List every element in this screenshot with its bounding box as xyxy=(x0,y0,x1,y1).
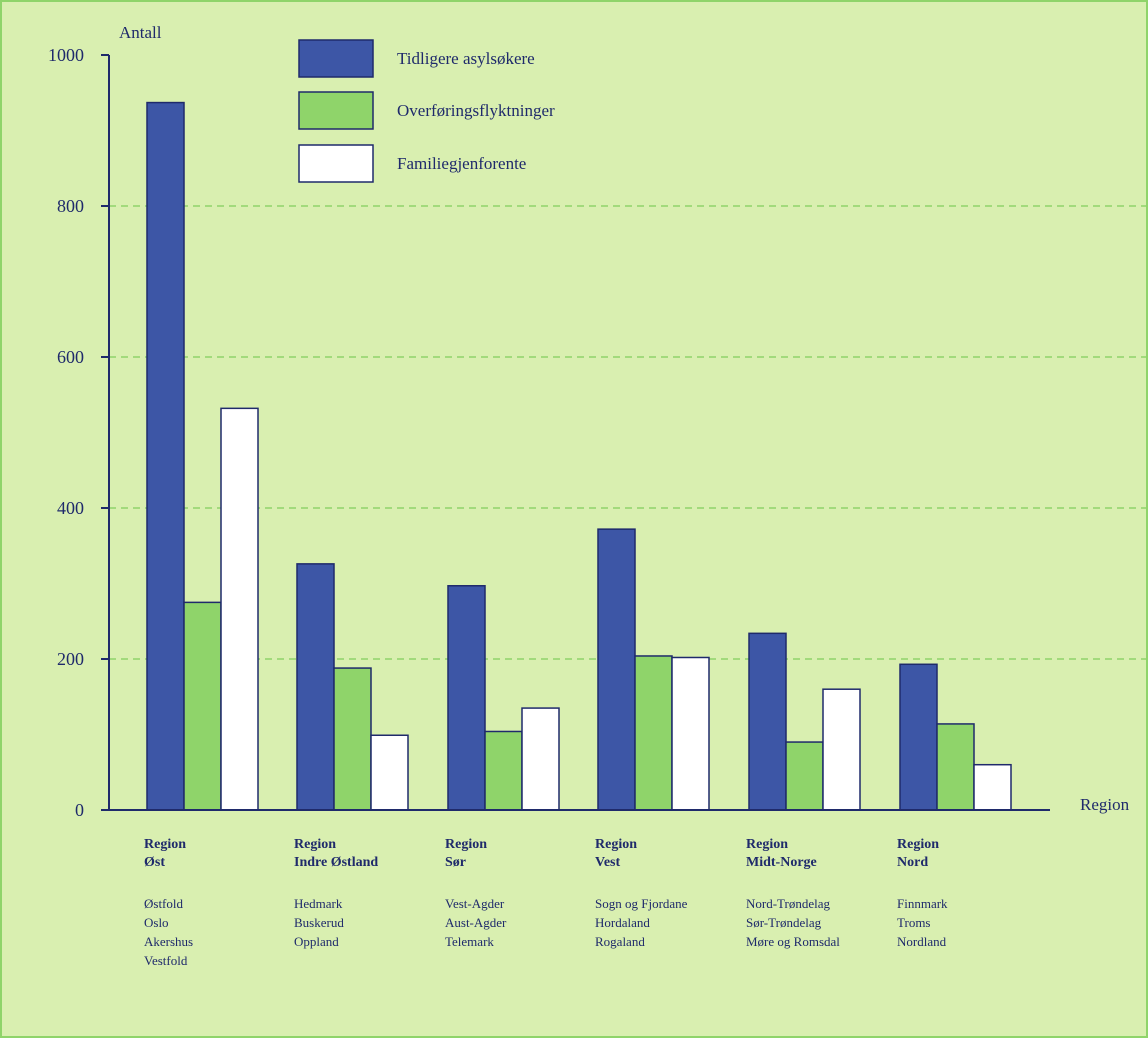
legend-swatch-3 xyxy=(298,144,374,183)
legend: Tidligere asylsøkere Overføringsflyktning… xyxy=(298,39,555,183)
county-label-3-2: Aust-Agder xyxy=(445,915,507,930)
county-label-5-1: Nord-Trøndelag xyxy=(746,896,831,911)
category-labels: Region Øst Østfold Oslo Akershus Vestfold Regi… xyxy=(144,837,948,968)
region-name-6-line-1: Region xyxy=(897,837,939,852)
legend-label-3: Familiegjenforente xyxy=(397,154,526,173)
bar-2-5 xyxy=(785,741,824,811)
bar-1-5 xyxy=(748,632,787,811)
bar-3-3 xyxy=(521,707,560,811)
x-axis-title: Region xyxy=(1080,795,1130,814)
bar-3-4 xyxy=(671,656,710,811)
county-label-1-1: Østfold xyxy=(144,896,184,911)
county-label-2-2: Buskerud xyxy=(294,915,344,930)
county-label-5-2: Sør-Trøndelag xyxy=(746,915,822,930)
legend-swatch-1 xyxy=(298,39,374,78)
region-name-4-line-2: Vest xyxy=(595,855,620,870)
bar-3-6 xyxy=(973,763,1012,811)
county-label-5-3: Møre og Romsdal xyxy=(746,934,840,949)
region-name-1-line-2: Øst xyxy=(144,855,165,870)
county-label-1-3: Akershus xyxy=(144,934,193,949)
bar-3-5 xyxy=(822,688,861,811)
county-label-1-4: Vestfold xyxy=(144,953,188,968)
county-label-4-3: Rogaland xyxy=(595,934,645,949)
legend-label-1: Tidligere asylsøkere xyxy=(397,49,535,68)
region-name-3-line-1: Region xyxy=(445,837,487,852)
y-tick-labels: 0 200 400 600 800 1000 xyxy=(48,45,109,820)
bar-1-3 xyxy=(447,585,486,811)
bar-1-2 xyxy=(296,563,335,811)
county-label-6-1: Finnmark xyxy=(897,896,948,911)
region-name-2-line-1: Region xyxy=(294,837,336,852)
y-tick-label-200: 200 xyxy=(57,649,84,669)
county-label-6-2: Troms xyxy=(897,915,930,930)
county-label-4-1: Sogn og Fjordane xyxy=(595,896,688,911)
y-axis-title: Antall xyxy=(119,23,162,42)
y-tick-label-800: 800 xyxy=(57,196,84,216)
county-label-4-2: Hordaland xyxy=(595,915,650,930)
region-name-5-line-2: Midt-Norge xyxy=(746,855,817,870)
bar-2-3 xyxy=(484,730,523,811)
bar-3-2 xyxy=(370,734,409,811)
bar-2-4 xyxy=(634,655,673,811)
region-name-6-line-2: Nord xyxy=(897,855,928,870)
bar-2-1 xyxy=(183,601,222,811)
bar-2-6 xyxy=(936,723,975,811)
y-tick-label-1000: 1000 xyxy=(48,45,84,65)
bar-2-2 xyxy=(333,667,372,811)
bar-1-4 xyxy=(597,528,636,811)
region-name-1-line-1: Region xyxy=(144,837,186,852)
county-label-3-1: Vest-Agder xyxy=(445,896,505,911)
bar-1-1 xyxy=(146,101,185,811)
region-name-4-line-1: Region xyxy=(595,837,637,852)
region-name-5-line-1: Region xyxy=(746,837,788,852)
legend-label-2: Overføringsflyktninger xyxy=(397,101,555,120)
y-tick-label-0: 0 xyxy=(75,800,84,820)
legend-swatch-2 xyxy=(298,91,374,130)
bar-1-6 xyxy=(899,663,938,811)
county-label-3-3: Telemark xyxy=(445,934,494,949)
bar-3-1 xyxy=(220,407,259,811)
axes xyxy=(108,55,1050,811)
region-name-3-line-2: Sør xyxy=(445,855,466,870)
y-tick-label-400: 400 xyxy=(57,498,84,518)
county-label-6-3: Nordland xyxy=(897,934,947,949)
county-label-2-3: Oppland xyxy=(294,934,339,949)
y-tick-label-600: 600 xyxy=(57,347,84,367)
county-label-2-1: Hedmark xyxy=(294,896,343,911)
bars xyxy=(146,101,1012,811)
region-name-2-line-2: Indre Østland xyxy=(294,855,378,870)
county-label-1-2: Oslo xyxy=(144,915,169,930)
